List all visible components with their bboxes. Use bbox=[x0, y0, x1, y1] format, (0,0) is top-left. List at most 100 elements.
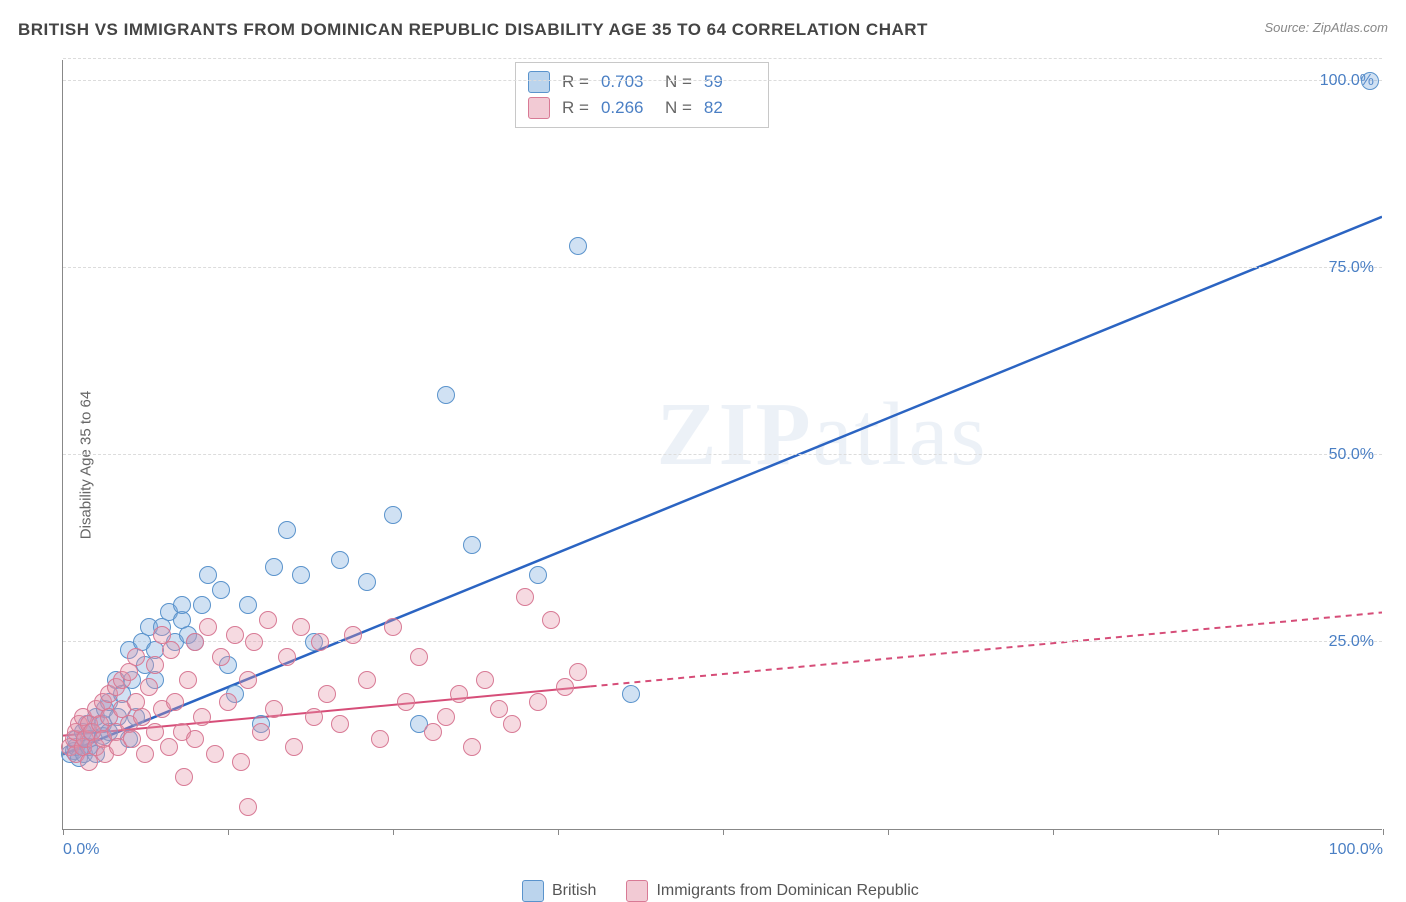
data-point bbox=[193, 708, 211, 726]
data-point bbox=[162, 641, 180, 659]
data-point bbox=[476, 671, 494, 689]
stats-row: R = 0.703 N = 59 bbox=[528, 69, 756, 95]
legend-item: British bbox=[522, 880, 596, 902]
stat-n-value: 82 bbox=[704, 98, 756, 118]
data-point bbox=[292, 566, 310, 584]
stat-n-label: N = bbox=[665, 72, 692, 92]
legend-swatch bbox=[522, 880, 544, 902]
stat-r-value: 0.703 bbox=[601, 72, 653, 92]
data-point bbox=[344, 626, 362, 644]
data-point bbox=[490, 700, 508, 718]
data-point bbox=[173, 596, 191, 614]
legend-label: Immigrants from Dominican Republic bbox=[656, 882, 918, 900]
data-point bbox=[331, 715, 349, 733]
data-point bbox=[179, 671, 197, 689]
data-point bbox=[226, 626, 244, 644]
data-point bbox=[199, 618, 217, 636]
legend-swatch bbox=[528, 97, 550, 119]
source-attribution: Source: ZipAtlas.com bbox=[1264, 20, 1388, 35]
data-point bbox=[160, 738, 178, 756]
x-tick-mark bbox=[558, 829, 559, 835]
data-point bbox=[311, 633, 329, 651]
data-point bbox=[245, 633, 263, 651]
stats-legend-box: R = 0.703 N = 59 R = 0.266 N = 82 bbox=[515, 62, 769, 128]
data-point bbox=[146, 656, 164, 674]
data-point bbox=[292, 618, 310, 636]
data-point bbox=[529, 566, 547, 584]
x-tick-mark bbox=[63, 829, 64, 835]
data-point bbox=[410, 648, 428, 666]
x-tick-mark bbox=[1053, 829, 1054, 835]
data-point bbox=[175, 768, 193, 786]
y-tick-label: 75.0% bbox=[1329, 259, 1374, 277]
trend-lines-layer bbox=[63, 60, 1382, 829]
data-point bbox=[239, 596, 257, 614]
stats-row: R = 0.266 N = 82 bbox=[528, 95, 756, 121]
data-point bbox=[252, 723, 270, 741]
stat-n-value: 59 bbox=[704, 72, 756, 92]
data-point bbox=[133, 708, 151, 726]
legend-swatch bbox=[528, 71, 550, 93]
data-point bbox=[232, 753, 250, 771]
legend-item: Immigrants from Dominican Republic bbox=[626, 880, 918, 902]
legend-label: British bbox=[552, 882, 596, 900]
data-point bbox=[358, 573, 376, 591]
x-tick-mark bbox=[393, 829, 394, 835]
data-point bbox=[397, 693, 415, 711]
data-point bbox=[503, 715, 521, 733]
data-point bbox=[265, 558, 283, 576]
data-point bbox=[556, 678, 574, 696]
gridline-h bbox=[63, 267, 1382, 268]
data-point bbox=[206, 745, 224, 763]
data-point bbox=[331, 551, 349, 569]
data-point bbox=[463, 536, 481, 554]
data-point bbox=[186, 730, 204, 748]
data-point bbox=[265, 700, 283, 718]
data-point bbox=[358, 671, 376, 689]
data-point bbox=[318, 685, 336, 703]
x-tick-mark bbox=[723, 829, 724, 835]
x-tick-mark bbox=[1218, 829, 1219, 835]
trend-line-dashed bbox=[591, 612, 1382, 686]
data-point bbox=[384, 618, 402, 636]
trend-line bbox=[63, 217, 1382, 755]
gridline-h bbox=[63, 80, 1382, 81]
data-point bbox=[199, 566, 217, 584]
chart-title: BRITISH VS IMMIGRANTS FROM DOMINICAN REP… bbox=[18, 20, 1388, 40]
data-point bbox=[305, 708, 323, 726]
data-point bbox=[424, 723, 442, 741]
data-point bbox=[219, 693, 237, 711]
data-point bbox=[278, 521, 296, 539]
data-point bbox=[127, 648, 145, 666]
x-tick-mark bbox=[1383, 829, 1384, 835]
gridline-h bbox=[63, 58, 1382, 59]
data-point bbox=[450, 685, 468, 703]
data-point bbox=[166, 693, 184, 711]
y-tick-label: 25.0% bbox=[1329, 633, 1374, 651]
data-point bbox=[186, 633, 204, 651]
stat-r-value: 0.266 bbox=[601, 98, 653, 118]
series-legend: British Immigrants from Dominican Republi… bbox=[522, 880, 919, 902]
stat-r-label: R = bbox=[562, 98, 589, 118]
data-point bbox=[622, 685, 640, 703]
data-point bbox=[212, 648, 230, 666]
gridline-h bbox=[63, 454, 1382, 455]
chart-container: Disability Age 35 to 64 ZIPatlas R =0.70… bbox=[62, 60, 1382, 870]
y-tick-label: 50.0% bbox=[1329, 446, 1374, 464]
data-point bbox=[516, 588, 534, 606]
data-point bbox=[542, 611, 560, 629]
data-point bbox=[285, 738, 303, 756]
data-point bbox=[437, 386, 455, 404]
data-point bbox=[193, 596, 211, 614]
data-point bbox=[437, 708, 455, 726]
data-point bbox=[239, 798, 257, 816]
watermark: ZIPatlas bbox=[657, 383, 988, 486]
stat-n-label: N = bbox=[665, 98, 692, 118]
x-tick-mark bbox=[228, 829, 229, 835]
data-point bbox=[569, 663, 587, 681]
x-tick-mark bbox=[888, 829, 889, 835]
x-tick-label: 0.0% bbox=[63, 841, 99, 859]
data-point bbox=[259, 611, 277, 629]
data-point bbox=[140, 678, 158, 696]
stat-r-label: R = bbox=[562, 72, 589, 92]
